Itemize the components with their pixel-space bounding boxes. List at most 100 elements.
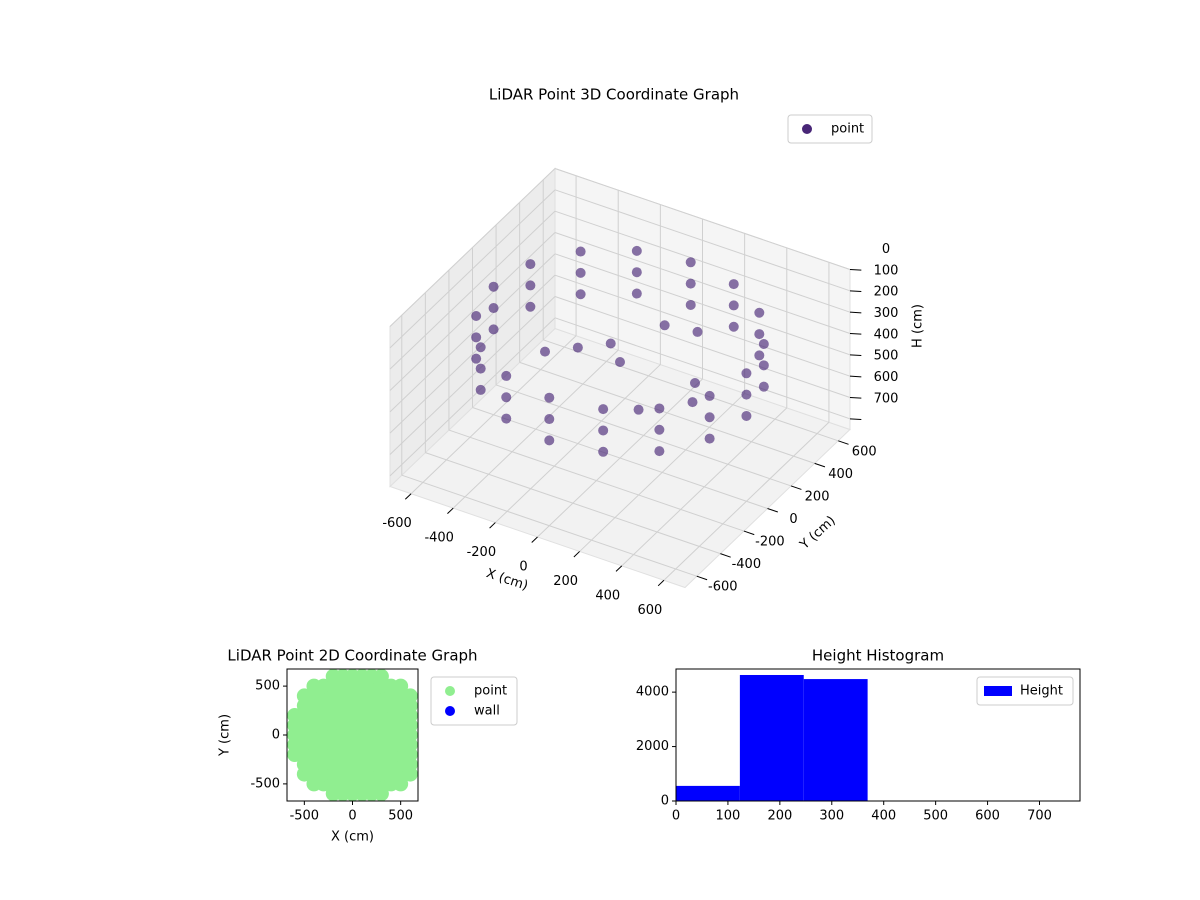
chart-title: Height Histogram xyxy=(812,647,944,665)
point xyxy=(525,301,536,312)
tick-mark xyxy=(767,508,778,513)
y-tick-label: 200 xyxy=(805,489,830,504)
point xyxy=(575,267,586,278)
bar xyxy=(739,674,804,801)
x-axis-label: X (cm) xyxy=(331,830,374,845)
grid-line xyxy=(401,474,697,577)
grid-line xyxy=(389,189,556,349)
x-tick-label: 200 xyxy=(767,809,792,824)
tick-mark xyxy=(573,551,580,558)
point xyxy=(488,303,499,314)
point xyxy=(471,353,482,364)
y-tick-label: -500 xyxy=(250,776,280,791)
point xyxy=(575,246,586,257)
grid-line xyxy=(448,429,745,532)
grid-line xyxy=(543,339,839,442)
y-tick-label: 0 xyxy=(661,794,669,809)
z-tick-label: 0 xyxy=(882,242,890,257)
point xyxy=(654,403,665,414)
point xyxy=(659,320,670,331)
point xyxy=(728,279,739,290)
point xyxy=(728,321,739,332)
point xyxy=(501,413,512,424)
tick-mark xyxy=(720,553,731,558)
tick-mark xyxy=(849,375,862,378)
point xyxy=(741,389,752,400)
point xyxy=(501,392,512,403)
grid-line xyxy=(389,296,556,455)
x-tick-label: 200 xyxy=(553,574,578,589)
y-tick-label: 500 xyxy=(255,679,280,694)
x-tick-label: 400 xyxy=(871,809,896,824)
point xyxy=(605,338,616,349)
point xyxy=(654,446,665,457)
grid-line xyxy=(554,317,851,420)
point xyxy=(598,404,609,415)
x-tick-label: 100 xyxy=(716,809,741,824)
tick-mark xyxy=(849,290,862,292)
point xyxy=(685,299,696,310)
z-tick-label: 700 xyxy=(874,391,899,406)
chart-title: LiDAR Point 3D Coordinate Graph xyxy=(489,86,739,104)
legend-label: point xyxy=(474,684,507,699)
tick-mark xyxy=(447,507,454,515)
point xyxy=(741,368,752,379)
grid-line xyxy=(554,296,851,398)
plot-area xyxy=(676,674,868,801)
point xyxy=(654,424,665,435)
tick-mark xyxy=(743,530,755,536)
tick-mark xyxy=(838,440,849,445)
grid-line xyxy=(389,210,556,370)
point xyxy=(754,329,765,340)
legend-label: Height xyxy=(1020,684,1063,699)
tick-mark xyxy=(531,536,538,543)
z-tick-label: 300 xyxy=(874,306,899,321)
x-tick-label: 0 xyxy=(672,809,680,824)
tick-mark xyxy=(849,311,862,314)
legend-marker xyxy=(445,686,455,696)
grid-line xyxy=(389,168,556,327)
y-tick-label: 0 xyxy=(789,512,797,527)
point xyxy=(692,326,703,337)
grid-line xyxy=(554,168,851,270)
bar xyxy=(803,679,868,801)
x-tick-label: -600 xyxy=(382,516,412,531)
tick-mark xyxy=(615,565,623,572)
grid-line xyxy=(554,210,851,313)
bar xyxy=(676,785,740,801)
point xyxy=(475,363,486,374)
point xyxy=(488,281,499,292)
x-tick-label: -500 xyxy=(290,809,320,824)
point xyxy=(501,370,512,381)
x-tick-label: 600 xyxy=(638,603,663,618)
point xyxy=(402,688,418,704)
point xyxy=(475,384,486,395)
x-tick-label: 0 xyxy=(519,560,527,575)
grid-line xyxy=(554,253,851,356)
z-tick-label: 100 xyxy=(874,263,899,278)
x-tick-label: 500 xyxy=(388,809,413,824)
point xyxy=(685,278,696,289)
z-tick-label: 200 xyxy=(874,285,899,300)
point xyxy=(758,381,769,392)
point xyxy=(631,288,642,299)
grid-line xyxy=(425,452,721,555)
point xyxy=(685,257,696,268)
grid-line xyxy=(389,253,556,413)
point xyxy=(475,342,486,353)
point xyxy=(758,339,769,350)
chart-title: LiDAR Point 2D Coordinate Graph xyxy=(227,647,477,665)
tick-mark xyxy=(849,354,862,356)
y-axis-label: Y (cm) xyxy=(218,714,233,757)
point xyxy=(687,397,698,408)
y-tick-label: 400 xyxy=(828,467,853,482)
y-tick-label: -600 xyxy=(708,580,738,595)
point xyxy=(631,245,642,256)
point xyxy=(690,378,700,389)
point xyxy=(704,412,715,423)
x-tick-label: 500 xyxy=(923,809,948,824)
legend-box xyxy=(976,676,1074,706)
point xyxy=(728,300,739,311)
x-tick-label: 700 xyxy=(1027,809,1052,824)
tick-mark xyxy=(489,522,496,529)
